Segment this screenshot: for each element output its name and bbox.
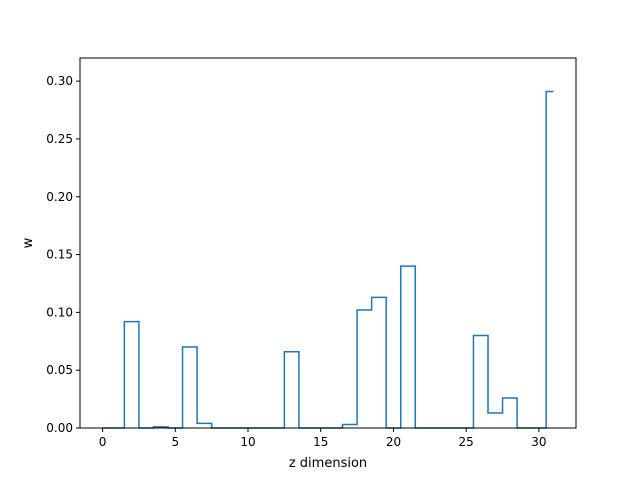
y-tick-label: 0.10 — [46, 305, 73, 319]
plot-frame — [79, 57, 577, 429]
ticks-layer: 0 5 10 15 20 25 30 0.00 0.05 0.10 0.15 0.20 0.25 0.30 — [46, 74, 546, 449]
x-tick-label: 25 — [459, 435, 474, 449]
x-tick-label: 20 — [386, 435, 401, 449]
y-tick-label: 0.20 — [46, 190, 73, 204]
y-axis-label: w — [21, 237, 36, 248]
x-tick-label: 5 — [171, 435, 179, 449]
x-axis-label: z dimension — [289, 456, 367, 471]
x-tick-label: 0 — [99, 435, 107, 449]
y-tick-label: 0.15 — [46, 248, 73, 262]
plot-background — [80, 58, 576, 428]
x-tick-label: 30 — [531, 435, 546, 449]
y-tick-label: 0.00 — [46, 421, 73, 435]
y-tick-label: 0.30 — [46, 74, 73, 88]
x-tick-label: 10 — [240, 435, 255, 449]
y-tick-label: 0.25 — [46, 132, 73, 146]
x-tick-label: 15 — [313, 435, 328, 449]
y-tick-label: 0.05 — [46, 363, 73, 377]
